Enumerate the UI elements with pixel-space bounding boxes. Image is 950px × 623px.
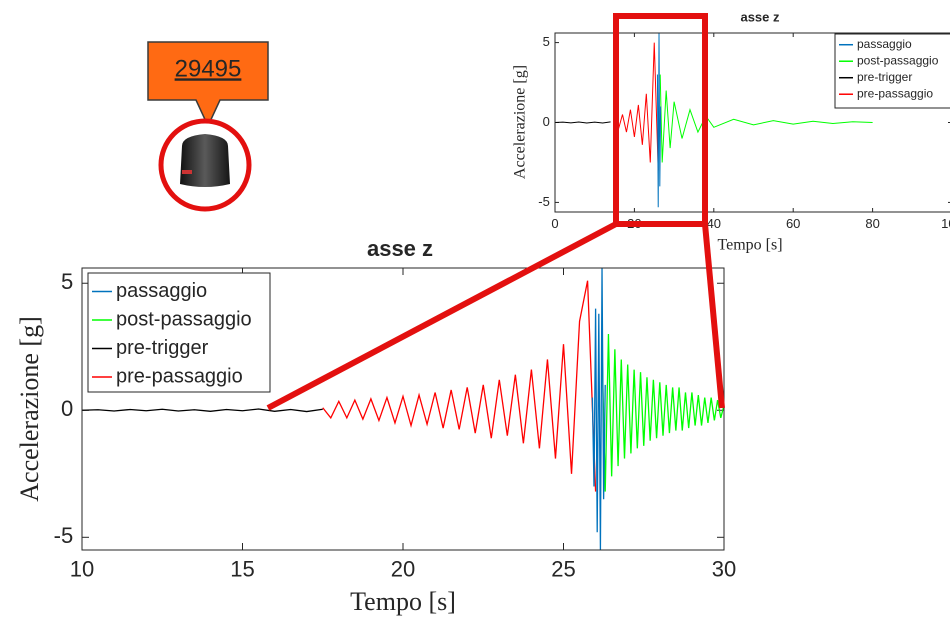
y-tick-label: 0 [543,114,550,129]
sensor-label: 29495 [175,55,242,82]
y-tick-label: 5 [61,269,73,294]
x-tick-label: 40 [707,216,721,231]
signal-line [322,280,597,492]
y-axis-label: Accelerazione [g] [512,65,529,179]
y-tick-label: 0 [61,396,73,421]
legend-box [87,272,271,393]
sensor-logo [182,170,192,174]
legend-box [834,33,950,109]
chart: 10 15 20 25 30 -5 0 5 asse z Tempo [s] Accelerazio… [15,236,736,616]
zoom-annotation [266,13,725,411]
x-tick-label: 100 [941,216,950,231]
legend-label: post-passaggio [857,53,939,67]
signal-line [656,33,662,208]
zoom-line [266,221,618,411]
legend-label: post-passaggio [116,308,252,330]
axes-box [81,267,725,551]
y-axis-label: Accelerazione [g] [15,316,44,501]
x-tick-label: 60 [786,216,800,231]
x-tick-label: 10 [70,557,94,582]
callout-box [147,41,269,128]
x-tick-label: 0 [551,216,558,231]
chart-title: asse z [367,236,433,261]
y-tick-label: 5 [543,34,550,49]
legend-label: pre-passaggio [116,365,243,387]
y-tick-label: -5 [538,194,550,209]
x-tick-label: 20 [391,557,415,582]
legend-label: pre-trigger [857,70,912,84]
x-tick-label: 30 [712,557,736,582]
signal-line [659,74,873,163]
legend-label: passaggio [857,37,912,51]
x-tick-label: 15 [230,557,254,582]
signal-line [614,42,659,171]
chart-title: asse z [740,9,780,24]
y-tick-label: -5 [54,523,74,548]
sensor-body [180,134,230,187]
x-axis-label: Tempo [s] [350,587,456,616]
sensor-callout: 29495 [147,41,269,128]
zoom-line [702,223,725,409]
legend: passaggio post-passaggio pre-trigger pre-pa… [87,272,271,393]
sensor-icon [158,118,252,212]
signal-line [82,408,323,413]
axes-box [554,32,950,213]
signal-line [601,334,724,492]
signal-line [555,121,611,124]
signal-line [591,268,606,550]
legend-label: pre-trigger [116,337,209,359]
legend-label: pre-passaggio [857,86,933,100]
legend-label: passaggio [116,280,207,302]
x-tick-label: 25 [551,557,575,582]
x-tick-label: 80 [865,216,879,231]
zoom-rect [613,13,708,227]
x-axis-label: Tempo [s] [717,237,782,254]
legend: passaggio post-passaggio pre-trigger pre-pa… [834,33,950,109]
